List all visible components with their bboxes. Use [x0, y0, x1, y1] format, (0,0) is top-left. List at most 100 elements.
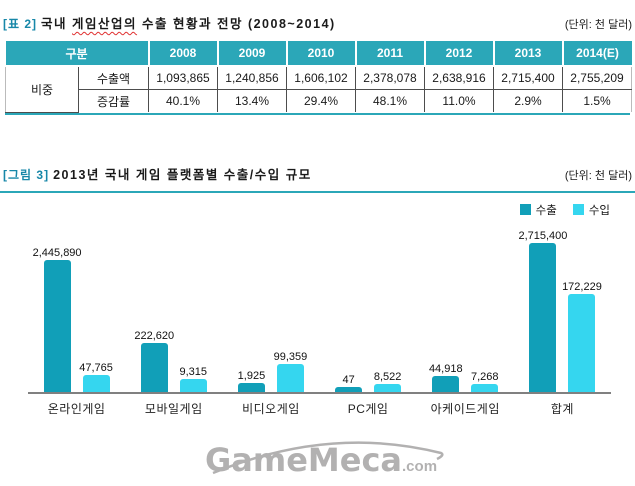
bar-wrap: 47,765 [79, 361, 113, 392]
table-row: 비중 수출액 1,093,865 1,240,856 1,606,102 2,378,07… [5, 65, 632, 113]
table-header-year: 2010 [285, 41, 357, 67]
bar-wrap: 8,522 [374, 371, 402, 392]
bar-group: 2,445,890 47,765 [28, 247, 125, 392]
bar-수출 [140, 342, 168, 392]
bar-value-label: 222,620 [134, 329, 175, 342]
table-cell-value: 2,715,400 [493, 65, 563, 90]
legend-item-수입: 수입 [572, 202, 610, 218]
figure-caption-title: 2013년 국내 게임 플랫폼별 수출/수입 규모 [53, 167, 312, 182]
legend-label: 수입 [588, 204, 610, 217]
table-cell-value: 29.4% [286, 89, 356, 112]
figure-unit-label: (단위: 천 달러) [564, 169, 632, 182]
table-header-year: 2014(E) [561, 41, 632, 67]
bar-group: 2,715,400 172,229 [514, 230, 611, 392]
table-header-year: 2011 [354, 41, 426, 67]
table-row: 증감률 40.1% 13.4% 29.4% 48.1% 11.0% 2.9% 1.5% [6, 89, 632, 112]
figure-divider-rule [0, 190, 635, 193]
bar-wrap: 2,445,890 [33, 247, 82, 392]
category-label: 아케이드게임 [430, 401, 500, 416]
table-cell-value: 1.5% [562, 89, 632, 112]
bar-wrap: 222,620 [134, 330, 174, 392]
bar-수출 [529, 242, 557, 392]
bar-수입 [374, 383, 402, 392]
table-cell-value: 2,638,916 [424, 65, 494, 90]
bar-value-label: 44,918 [428, 362, 463, 375]
bar-수입 [276, 363, 304, 392]
bar-group: 1,925 99,359 [222, 351, 319, 392]
export-table: 구분 2008 2009 2010 2011 2012 2013 2014(E) 비중 수출액 1,… [5, 41, 632, 113]
bar-value-label: 2,715,400 [518, 229, 568, 242]
legend-label: 수출 [535, 204, 557, 217]
bar-value-label: 7,268 [471, 370, 499, 383]
bar-수입 [568, 293, 596, 392]
bar-value-label: 172,229 [562, 280, 602, 293]
table-row-label: 수출액 [78, 65, 149, 90]
table-caption-title: 국내 게임산업의 수출 현황과 전망 (2008~2014) [41, 13, 565, 32]
table-cell-value: 2,378,078 [355, 65, 425, 90]
bar-group: 47 8,522 [320, 371, 417, 392]
category-label: 모바일게임 [144, 401, 203, 416]
bar-수출 [335, 386, 363, 392]
category-label: 합계 [550, 401, 574, 416]
chart-category-axis: 온라인게임 모바일게임 비디오게임 PC게임 아케이드게임 합계 [28, 400, 611, 417]
figure-section-header: [그림 3] 2013년 국내 게임 플랫폼별 수출/수입 규모 (단위: 천 … [0, 164, 635, 183]
legend-item-수출: 수출 [519, 202, 557, 218]
table-rowgroup-bijung: 비중 [5, 65, 79, 113]
bar-wrap: 7,268 [471, 371, 499, 392]
chart-legend: 수출 수입 [0, 202, 610, 218]
table-header-year: 2013 [492, 41, 564, 67]
bar-value-label: 47,765 [79, 361, 113, 374]
table-title-post: 수출 현황과 전망 (2008~2014) [137, 17, 336, 31]
bar-value-label: 8,522 [373, 370, 402, 383]
bar-수출 [43, 259, 71, 392]
table-caption-label: [표 2] [3, 17, 38, 31]
legend-swatch-icon [519, 204, 531, 215]
table-section-header: [표 2] 국내 게임산업의 수출 현황과 전망 (2008~2014) (단위… [0, 0, 635, 32]
bar-wrap: 1,925 [237, 370, 265, 392]
bar-value-label: 9,315 [179, 365, 208, 378]
watermark-text: GameMeca [205, 441, 403, 479]
watermark: GameMeca.com [205, 437, 455, 485]
table-cell-value: 1,606,102 [286, 65, 356, 90]
bar-수입 [82, 374, 110, 392]
bar-wrap: 2,715,400 [518, 230, 567, 392]
table-cell-value: 1,093,865 [148, 65, 218, 90]
category-label: 비디오게임 [242, 401, 300, 416]
category-label: PC게임 [347, 401, 389, 416]
bar-수출 [432, 375, 460, 392]
bar-value-label: 99,359 [273, 350, 308, 363]
table-header-year: 2008 [147, 41, 219, 67]
table-head: 구분 2008 2009 2010 2011 2012 2013 2014(E) [5, 41, 632, 67]
table-cell-value: 2.9% [493, 89, 563, 112]
bar-value-label: 2,445,890 [32, 246, 82, 259]
table-header-gubun: 구분 [5, 41, 150, 67]
bar-chart-plot: 2,445,890 47,765 222,620 9,315 1,925 99,359 47… [28, 220, 611, 394]
legend-swatch-icon [572, 204, 584, 215]
table-row-label: 증감률 [78, 89, 149, 112]
bar-wrap: 172,229 [562, 281, 602, 392]
table-header-year: 2009 [216, 41, 288, 67]
table-header-row: 구분 2008 2009 2010 2011 2012 2013 2014(E) [5, 41, 632, 67]
table-cell-value: 13.4% [217, 89, 287, 112]
table-body: 비중 수출액 1,093,865 1,240,856 1,606,102 2,378,07… [5, 65, 632, 113]
table-cell-value: 48.1% [355, 89, 425, 112]
table-cell-value: 1,240,856 [217, 65, 287, 90]
export-table-wrapper: 구분 2008 2009 2010 2011 2012 2013 2014(E) 비중 수출액 1,… [5, 41, 632, 115]
table-title-spellchecked: 게임산업의 [72, 17, 138, 31]
figure-section: [그림 3] 2013년 국내 게임 플랫폼별 수출/수입 규모 (단위: 천 … [0, 164, 635, 417]
table-cell-value: 40.1% [148, 89, 218, 112]
bar-value-label: 47 [342, 373, 355, 386]
table-unit-label: (단위: 천 달러) [564, 19, 632, 31]
figure-caption-label: [그림 3] [3, 167, 50, 182]
table-cell-value: 11.0% [424, 89, 494, 112]
bar-수입 [179, 378, 207, 392]
bar-수입 [471, 383, 499, 392]
bar-group: 222,620 9,315 [125, 330, 222, 392]
watermark-suffix: .com [402, 458, 438, 475]
bar-value-label: 1,925 [237, 369, 266, 382]
bar-wrap: 9,315 [179, 366, 207, 392]
table-title-pre: 국내 [41, 17, 73, 31]
bar-wrap: 44,918 [428, 362, 463, 392]
bar-wrap: 99,359 [274, 351, 307, 392]
